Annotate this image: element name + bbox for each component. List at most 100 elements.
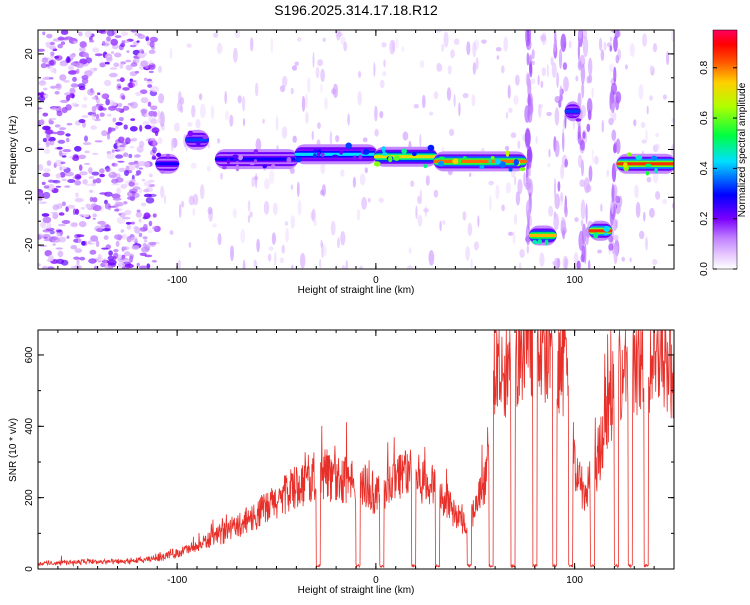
heatmap-background-cell <box>629 43 635 57</box>
heatmap-noise-cell <box>49 230 55 235</box>
heatmap-noise-cell <box>89 196 94 203</box>
heatmap-noise-cell <box>147 78 152 82</box>
heatmap-background-cell <box>361 197 367 210</box>
heatmap-background-cell <box>419 189 422 205</box>
heatmap-noise-cell <box>114 52 122 58</box>
heatmap-streak-cell <box>554 193 560 210</box>
heatmap-noise-cell <box>56 233 61 237</box>
heatmap-background-cell <box>364 167 368 174</box>
heatmap-noise-cell <box>151 156 157 160</box>
heatmap-noise-cell <box>118 167 127 172</box>
heatmap-background-cell <box>249 211 253 218</box>
heatmap-noise-cell <box>52 179 61 184</box>
heatmap-noise-cell <box>128 161 136 166</box>
heatmap-background-cell <box>425 175 430 186</box>
heatmap-noise-cell <box>135 91 142 96</box>
heatmap-background-cell <box>169 47 173 60</box>
heatmap-noise-cell <box>115 107 122 112</box>
heatmap-background-cell <box>671 117 674 124</box>
heatmap-noise-cell <box>148 49 156 55</box>
heatmap-noise-cell <box>115 177 124 183</box>
heatmap-noise-cell <box>141 178 146 182</box>
heatmap-noise-cell <box>38 197 43 201</box>
heatmap-ridge-cell <box>564 109 581 113</box>
heatmap-noise-cell <box>70 54 76 59</box>
heatmap-background-cell <box>160 185 165 199</box>
heatmap-noise-cell <box>116 187 121 195</box>
heatmap-noise-cell <box>112 117 117 123</box>
colorbar-tick-label: 0.4 <box>699 161 710 175</box>
heatmap-background-cell <box>453 38 460 45</box>
heatmap-background-cell <box>291 65 298 71</box>
heatmap-noise-cell <box>64 185 71 188</box>
heatmap-streak-cell <box>613 244 618 265</box>
heatmap-noise-cell <box>82 121 86 128</box>
heatmap-noise-cell <box>110 38 118 46</box>
heatmap-noise-cell <box>125 59 132 63</box>
heatmap-background-cell <box>504 145 510 151</box>
heatmap-background-cell <box>641 139 647 144</box>
heatmap-background-cell <box>178 259 181 269</box>
heatmap-background-cell <box>609 36 613 42</box>
heatmap-noise-cell <box>94 140 103 143</box>
heatmap-background-cell <box>505 182 511 194</box>
heatmap-noise-cell <box>83 96 88 101</box>
heatmap-noise-cell <box>125 221 132 225</box>
heatmap-noise-cell <box>78 221 87 228</box>
heatmap-background-cell <box>449 128 455 136</box>
heatmap-noise-cell <box>55 173 61 179</box>
heatmap-noise-cell <box>125 64 133 71</box>
heatmap-background-cell <box>320 161 326 175</box>
figure-title: S196.2025.314.17.18.R12 <box>274 2 438 18</box>
heatmap-streak-cell <box>608 243 614 251</box>
heatmap-background-cell <box>639 230 645 240</box>
heatmap-background-cell <box>655 191 661 200</box>
heatmap-background-cell <box>195 118 201 129</box>
heatmap-streak-cell <box>585 203 588 224</box>
heatmap-streak-cell <box>558 99 562 108</box>
heatmap-noise-cell <box>115 154 124 159</box>
heatmap-ridge-cell <box>433 159 527 163</box>
heatmap-background-cell <box>267 253 272 262</box>
heatmap-background-cell <box>446 87 452 101</box>
heatmap-background-cell <box>540 80 544 88</box>
heatmap-background-cell <box>379 111 384 119</box>
heatmap-noise-cell <box>89 249 97 255</box>
heatmap-background-cell <box>402 131 409 141</box>
heatmap-streak-cell <box>525 223 531 246</box>
heatmap-background-cell <box>645 129 648 142</box>
heatmap-ridge-blob <box>237 154 243 161</box>
heatmap-background-cell <box>523 172 526 187</box>
heatmap-noise-cell <box>147 101 152 107</box>
heatmap-noise-cell <box>65 133 71 137</box>
heatmap-background-cell <box>234 30 241 39</box>
heatmap-noise-cell <box>52 204 59 211</box>
heatmap-ridge-blob <box>195 141 201 146</box>
spectrogram-y-tick-label: -10 <box>24 190 35 205</box>
spectrogram-y-tick-label: -20 <box>24 237 35 252</box>
heatmap-noise-cell <box>104 202 111 210</box>
heatmap-streak-cell <box>554 177 556 199</box>
heatmap-ridge-blob <box>156 152 162 157</box>
heatmap-noise-cell <box>97 254 102 260</box>
heatmap-background-cell <box>433 91 439 100</box>
heatmap-background-cell <box>501 204 505 212</box>
heatmap-noise-cell <box>61 107 68 114</box>
heatmap-background-cell <box>532 60 535 66</box>
heatmap-background-cell <box>159 111 165 127</box>
heatmap-noise-cell <box>59 171 66 178</box>
heatmap-background-cell <box>301 95 306 112</box>
heatmap-background-cell <box>312 52 315 68</box>
heatmap-noise-cell <box>40 63 48 69</box>
heatmap-background-cell <box>495 184 500 200</box>
heatmap-noise-cell <box>116 79 121 82</box>
heatmap-background-cell <box>470 258 473 269</box>
heatmap-noise-cell <box>70 245 78 250</box>
heatmap-background-cell <box>517 140 521 150</box>
heatmap-background-cell <box>256 238 260 253</box>
heatmap-background-cell <box>652 43 658 53</box>
heatmap-noise-cell <box>84 30 92 38</box>
colorbar-tick-label: 0.8 <box>699 60 710 74</box>
heatmap-background-cell <box>374 128 379 137</box>
heatmap-background-cell <box>379 79 385 89</box>
